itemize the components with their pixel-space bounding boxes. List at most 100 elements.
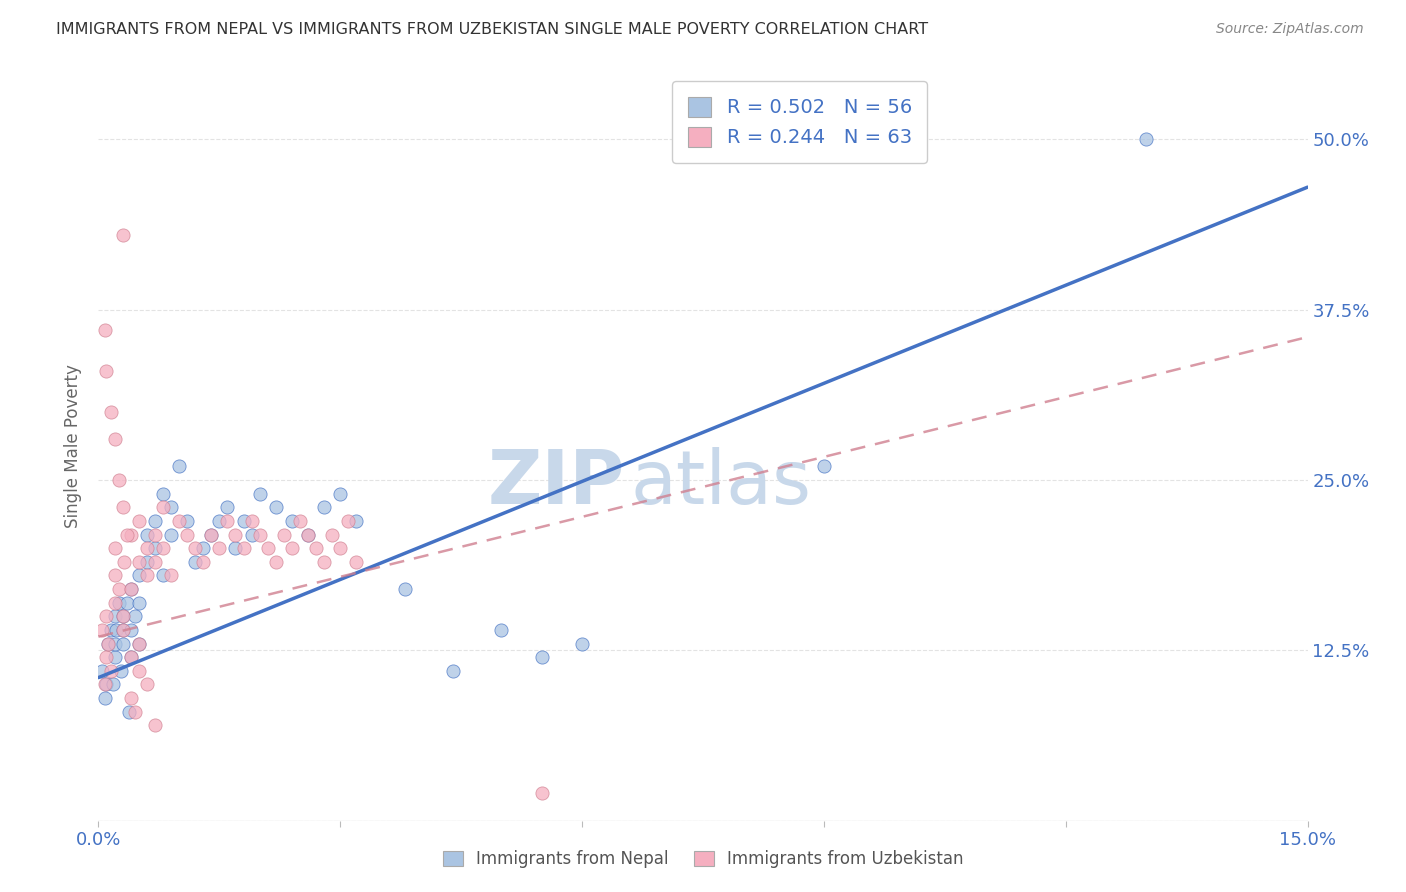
- Point: [152, 500, 174, 515]
- Point: [256, 541, 278, 556]
- Legend: Immigrants from Nepal, Immigrants from Uzbekistan: Immigrants from Nepal, Immigrants from U…: [436, 844, 970, 875]
- Text: Source: ZipAtlas.com: Source: ZipAtlas.com: [1216, 22, 1364, 37]
- Point: [344, 555, 367, 569]
- Point: [297, 527, 319, 541]
- Point: [111, 636, 134, 650]
- Point: [264, 555, 287, 569]
- Point: [264, 500, 287, 515]
- Point: [128, 568, 150, 582]
- Point: [100, 664, 122, 678]
- Point: [118, 705, 141, 719]
- Point: [124, 705, 146, 719]
- Point: [135, 541, 157, 556]
- Point: [305, 541, 328, 556]
- Point: [111, 500, 134, 515]
- Point: [167, 459, 190, 474]
- Point: [103, 650, 125, 665]
- Point: [97, 636, 120, 650]
- Point: [249, 527, 271, 541]
- Point: [111, 227, 134, 242]
- Point: [120, 623, 142, 637]
- Point: [167, 514, 190, 528]
- Point: [288, 514, 311, 528]
- Point: [94, 677, 117, 691]
- Point: [297, 527, 319, 541]
- Point: [152, 568, 174, 582]
- Point: [232, 514, 254, 528]
- Point: [120, 650, 142, 665]
- Point: [112, 555, 135, 569]
- Point: [115, 596, 138, 610]
- Point: [120, 582, 142, 596]
- Point: [249, 486, 271, 500]
- Point: [152, 486, 174, 500]
- Point: [143, 718, 166, 732]
- Point: [111, 623, 134, 637]
- Point: [105, 623, 128, 637]
- Point: [224, 541, 246, 556]
- Point: [176, 514, 198, 528]
- Text: ZIP: ZIP: [486, 447, 624, 520]
- Point: [128, 636, 150, 650]
- Point: [321, 527, 343, 541]
- Point: [232, 541, 254, 556]
- Point: [91, 623, 114, 637]
- Point: [571, 636, 593, 650]
- Point: [103, 609, 125, 624]
- Point: [160, 568, 183, 582]
- Point: [128, 636, 150, 650]
- Point: [143, 514, 166, 528]
- Point: [491, 623, 513, 637]
- Point: [111, 623, 134, 637]
- Point: [107, 582, 129, 596]
- Point: [115, 527, 138, 541]
- Point: [208, 514, 231, 528]
- Point: [110, 664, 132, 678]
- Point: [200, 527, 222, 541]
- Point: [128, 514, 150, 528]
- Point: [94, 691, 117, 706]
- Point: [394, 582, 416, 596]
- Point: [273, 527, 295, 541]
- Point: [111, 609, 134, 624]
- Point: [128, 555, 150, 569]
- Point: [135, 527, 157, 541]
- Point: [128, 664, 150, 678]
- Point: [184, 555, 207, 569]
- Point: [96, 609, 118, 624]
- Point: [96, 650, 118, 665]
- Point: [143, 555, 166, 569]
- Point: [224, 527, 246, 541]
- Point: [143, 527, 166, 541]
- Point: [193, 555, 215, 569]
- Point: [128, 596, 150, 610]
- Text: atlas: atlas: [630, 447, 811, 520]
- Point: [120, 650, 142, 665]
- Point: [91, 664, 114, 678]
- Point: [184, 541, 207, 556]
- Point: [193, 541, 215, 556]
- Point: [240, 527, 263, 541]
- Point: [217, 500, 239, 515]
- Point: [120, 582, 142, 596]
- Point: [135, 555, 157, 569]
- Point: [135, 568, 157, 582]
- Point: [103, 432, 125, 446]
- Point: [160, 527, 183, 541]
- Point: [329, 486, 352, 500]
- Point: [314, 555, 336, 569]
- Point: [135, 677, 157, 691]
- Point: [1135, 132, 1157, 146]
- Point: [143, 541, 166, 556]
- Point: [94, 323, 117, 337]
- Point: [813, 459, 835, 474]
- Point: [530, 786, 553, 800]
- Point: [111, 609, 134, 624]
- Point: [160, 500, 183, 515]
- Point: [152, 541, 174, 556]
- Point: [120, 691, 142, 706]
- Point: [314, 500, 336, 515]
- Legend: R = 0.502   N = 56, R = 0.244   N = 63: R = 0.502 N = 56, R = 0.244 N = 63: [672, 81, 928, 163]
- Point: [103, 568, 125, 582]
- Point: [107, 473, 129, 487]
